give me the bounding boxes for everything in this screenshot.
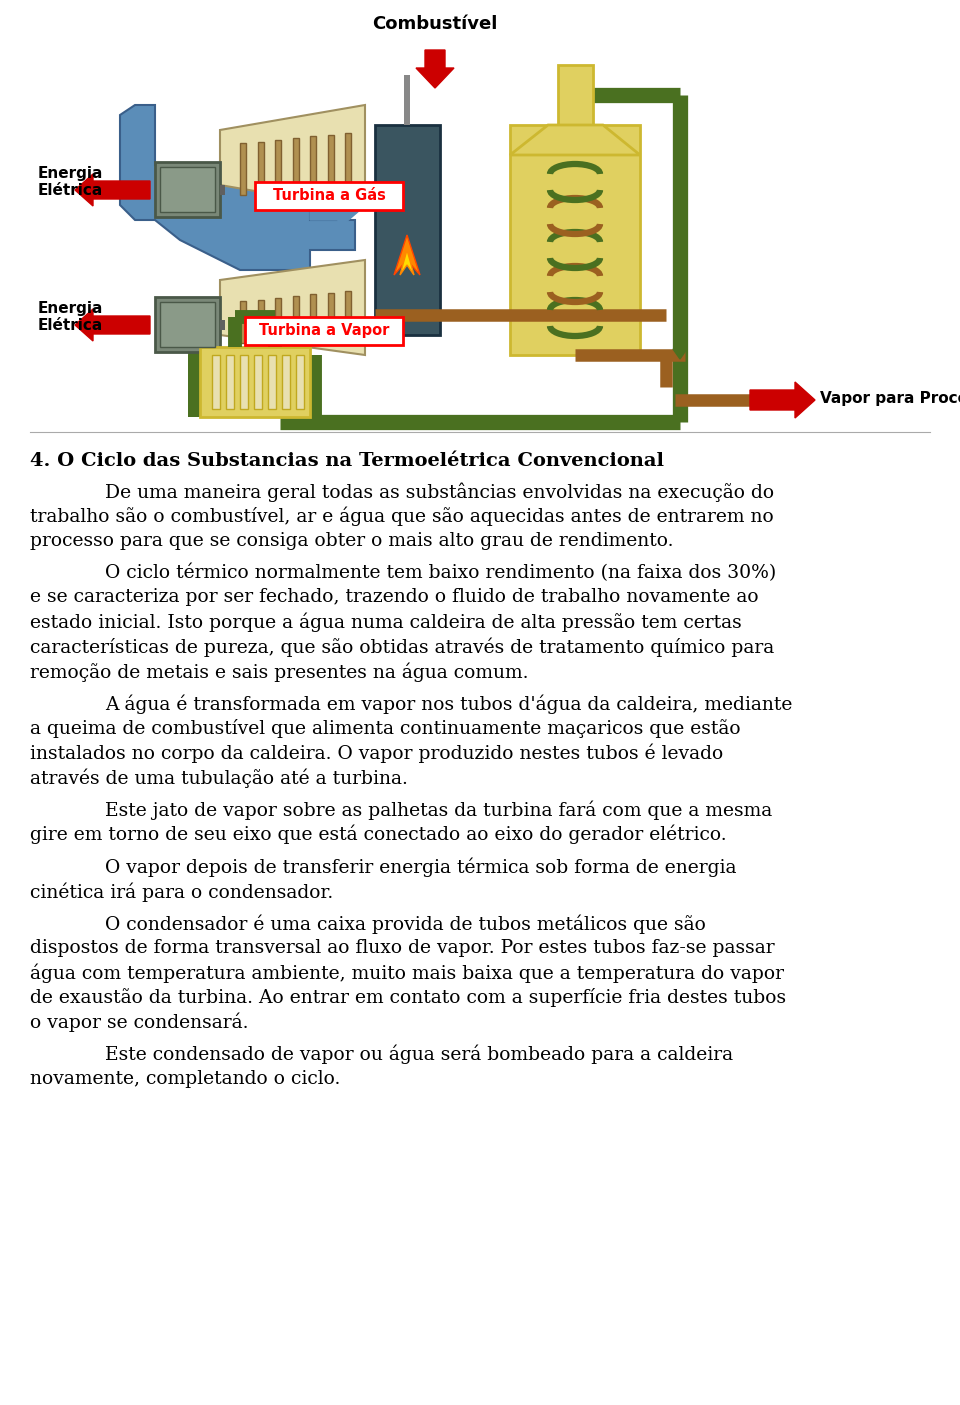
Text: 4. O Ciclo das Substancias na Termoelétrica Convencional: 4. O Ciclo das Substancias na Termoelétr… xyxy=(30,452,664,471)
Text: instalados no corpo da caldeira. O vapor produzido nestes tubos é levado: instalados no corpo da caldeira. O vapor… xyxy=(30,743,723,763)
Text: Este condensado de vapor ou água será bombeado para a caldeira: Este condensado de vapor ou água será bo… xyxy=(105,1045,733,1065)
Bar xyxy=(268,355,276,409)
Bar xyxy=(375,125,440,334)
Bar xyxy=(220,185,225,195)
Bar xyxy=(226,355,234,409)
Text: A água é transformada em vapor nos tubos d'água da caldeira, mediante: A água é transformada em vapor nos tubos… xyxy=(105,694,792,714)
Polygon shape xyxy=(400,250,414,275)
Bar xyxy=(293,138,299,195)
Bar xyxy=(345,291,351,343)
Bar xyxy=(327,294,333,343)
Text: características de pureza, que são obtidas através de tratamento químico para: características de pureza, que são obtid… xyxy=(30,638,775,658)
Bar xyxy=(155,296,220,353)
Bar xyxy=(160,302,215,347)
FancyArrow shape xyxy=(75,174,150,207)
Bar xyxy=(155,162,220,216)
FancyArrow shape xyxy=(673,347,687,360)
Polygon shape xyxy=(220,105,365,209)
Text: cinética irá para o condensador.: cinética irá para o condensador. xyxy=(30,882,333,902)
Text: a queima de combustível que alimenta continuamente maçaricos que estão: a queima de combustível que alimenta con… xyxy=(30,719,740,738)
Bar xyxy=(327,135,333,195)
Bar xyxy=(296,355,304,409)
FancyArrow shape xyxy=(416,51,454,89)
Text: Turbina a Vapor: Turbina a Vapor xyxy=(259,323,389,339)
Bar xyxy=(404,74,410,125)
Text: Energia
Elétrica: Energia Elétrica xyxy=(37,166,103,198)
Text: O condensador é uma caixa provida de tubos metálicos que são: O condensador é uma caixa provida de tub… xyxy=(105,915,706,934)
Bar xyxy=(282,355,290,409)
Text: processo para que se consiga obter o mais alto grau de rendimento.: processo para que se consiga obter o mai… xyxy=(30,531,674,549)
Text: estado inicial. Isto porque a água numa caldeira de alta pressão tem certas: estado inicial. Isto porque a água numa … xyxy=(30,613,742,632)
Text: gire em torno de seu eixo que está conectado ao eixo do gerador elétrico.: gire em torno de seu eixo que está conec… xyxy=(30,825,727,844)
Bar xyxy=(345,133,351,195)
Bar xyxy=(160,167,215,212)
Bar xyxy=(310,136,316,195)
Bar xyxy=(220,320,225,330)
Polygon shape xyxy=(220,260,365,355)
Text: Energia
Elétrica: Energia Elétrica xyxy=(37,301,103,333)
Bar xyxy=(255,183,403,209)
Text: Turbina a Gás: Turbina a Gás xyxy=(273,188,385,204)
Bar xyxy=(0,0,960,430)
Polygon shape xyxy=(394,235,420,275)
Text: o vapor se condensará.: o vapor se condensará. xyxy=(30,1013,249,1033)
Bar xyxy=(240,143,246,195)
Bar xyxy=(245,318,403,346)
FancyArrow shape xyxy=(750,382,815,419)
Text: O ciclo térmico normalmente tem baixo rendimento (na faixa dos 30%): O ciclo térmico normalmente tem baixo re… xyxy=(105,563,777,583)
Bar xyxy=(257,142,263,195)
Text: Vapor para Processo: Vapor para Processo xyxy=(820,391,960,406)
Bar xyxy=(310,294,316,343)
Polygon shape xyxy=(510,125,640,155)
Text: O vapor depois de transferir energia térmica sob forma de energia: O vapor depois de transferir energia tér… xyxy=(105,857,736,877)
Text: dispostos de forma transversal ao fluxo de vapor. Por estes tubos faz-se passar: dispostos de forma transversal ao fluxo … xyxy=(30,939,775,957)
Text: através de uma tubulação até a turbina.: através de uma tubulação até a turbina. xyxy=(30,769,408,787)
Bar xyxy=(558,65,593,125)
Text: De uma maneira geral todas as substâncias envolvidas na execução do: De uma maneira geral todas as substância… xyxy=(105,482,774,502)
Bar xyxy=(275,298,281,343)
Bar xyxy=(293,296,299,343)
Text: Este jato de vapor sobre as palhetas da turbina fará com que a mesma: Este jato de vapor sobre as palhetas da … xyxy=(105,801,772,821)
Text: trabalho são o combustível, ar e água que são aquecidas antes de entrarem no: trabalho são o combustível, ar e água qu… xyxy=(30,507,774,527)
Bar xyxy=(212,355,220,409)
Bar xyxy=(200,347,310,417)
Bar xyxy=(254,355,262,409)
Text: Combustível: Combustível xyxy=(372,15,497,32)
Text: de exaustão da turbina. Ao entrar em contato com a superfície fria destes tubos: de exaustão da turbina. Ao entrar em con… xyxy=(30,988,786,1007)
Bar xyxy=(510,125,640,355)
Bar xyxy=(257,301,263,343)
FancyArrow shape xyxy=(75,309,150,341)
Bar xyxy=(275,140,281,195)
Text: e se caracteriza por ser fechado, trazendo o fluido de trabalho novamente ao: e se caracteriza por ser fechado, trazen… xyxy=(30,589,758,607)
Polygon shape xyxy=(120,105,355,270)
Bar xyxy=(240,355,248,409)
FancyArrow shape xyxy=(310,191,360,229)
Bar xyxy=(240,301,246,343)
Text: remoção de metais e sais presentes na água comum.: remoção de metais e sais presentes na ág… xyxy=(30,662,529,681)
Text: água com temperatura ambiente, muito mais baixa que a temperatura do vapor: água com temperatura ambiente, muito mai… xyxy=(30,964,784,983)
Text: novamente, completando o ciclo.: novamente, completando o ciclo. xyxy=(30,1069,341,1087)
